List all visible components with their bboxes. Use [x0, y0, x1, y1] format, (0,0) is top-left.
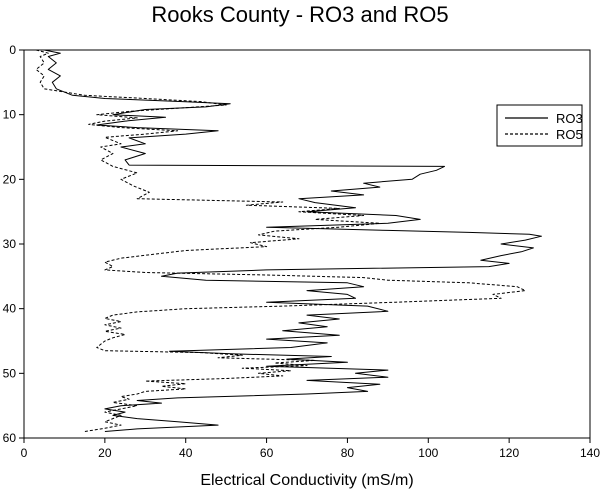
x-tick-label: 80 [341, 446, 355, 460]
x-tick-label: 0 [21, 446, 28, 460]
x-tick-label: 20 [98, 446, 112, 460]
series-layer [35, 49, 542, 432]
legend: RO3 RO5 [496, 104, 583, 147]
y-tick-label: 40 [3, 302, 17, 316]
x-tick-label: 120 [499, 446, 519, 460]
series-line-ro3 [44, 49, 542, 432]
x-tick-label: 100 [418, 446, 438, 460]
y-tick-label: 0 [9, 43, 16, 57]
series-line-ro5 [35, 49, 526, 432]
legend-box [496, 104, 583, 147]
chart-title: Rooks County - RO3 and RO5 [151, 2, 448, 27]
x-axis-label: Electrical Conductivity (mS/m) [200, 472, 413, 489]
x-tick-label: 40 [179, 446, 193, 460]
y-tick-label: 50 [3, 366, 17, 380]
axis-ticks: 0 20 40 60 80 100 120 140 0 10 20 30 40 50 60 [3, 43, 600, 460]
y-tick-label: 10 [3, 108, 17, 122]
y-tick-label: 30 [3, 237, 17, 251]
x-tick-label: 60 [260, 446, 274, 460]
y-tick-label: 20 [3, 172, 17, 186]
legend-label-ro3: RO3 [556, 111, 583, 126]
y-tick-label: 60 [3, 431, 17, 445]
legend-label-ro5: RO5 [556, 127, 583, 142]
x-tick-label: 140 [580, 446, 600, 460]
